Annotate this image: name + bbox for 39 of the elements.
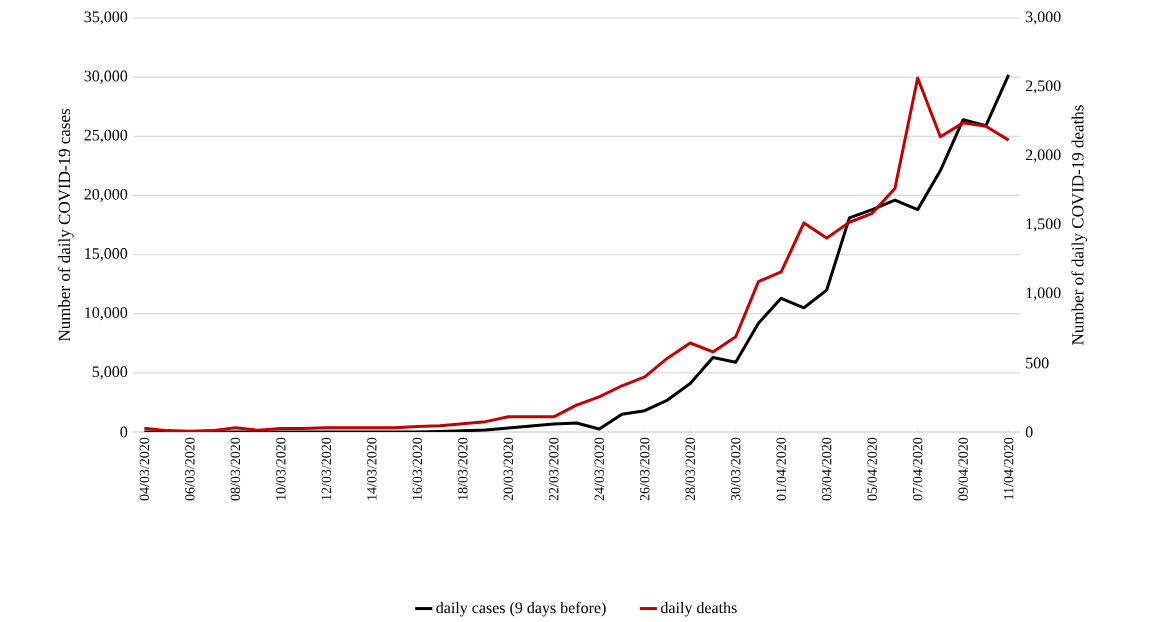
x-tick-label: 08/03/2020 [230,437,241,501]
x-tick-label: 07/04/2020 [912,437,923,501]
x-tick-label: 18/03/2020 [458,437,468,500]
x-tick-label: 30/03/2020 [730,437,741,501]
x-tick-label: 26/03/2020 [640,437,650,501]
y2-tick-label: 2,500 [1025,80,1061,94]
y2-tick-label: 1,500 [1026,218,1061,232]
x-tick-label: 01/04/2020 [776,437,786,501]
y2-axis-title: Number of daily COVID-19 deaths [1071,105,1088,345]
x-tick-label: 09/04/2020 [958,437,968,501]
y2-tick-label: 1,000 [1026,287,1061,301]
x-tick-label: 24/03/2020 [594,437,604,501]
y2-tick-label: 500 [1026,357,1049,369]
x-tick-label: 20/03/2020 [503,437,513,501]
x-tick-label: 14/03/2020 [367,437,377,500]
y-axis-title: Number of daily COVID-19 cases [57,109,74,342]
legend-label: daily deaths [661,601,737,617]
y-tick-label: 25,000 [84,129,128,143]
y-tick-label: 5,000 [92,366,128,380]
legend-label: daily cases (9 days before) [436,601,606,617]
y-tick-label: 20,000 [84,188,128,202]
y-tick-label: 0 [120,426,128,438]
x-tick-label: 11/04/2020 [1003,437,1014,500]
y-tick-label: 10,000 [85,307,128,321]
x-tick-label: 16/03/2020 [412,437,423,500]
y2-tick-label: 2,000 [1025,149,1061,163]
y-tick-label: 15,000 [85,248,128,262]
y2-tick-label: 0 [1025,426,1033,438]
y2-tick-label: 3,000 [1025,11,1061,25]
x-tick-label: 05/04/2020 [867,437,877,501]
x-tick-label: 04/03/2020 [139,437,150,501]
x-tick-label: 06/03/2020 [185,437,195,501]
x-tick-label: 03/04/2020 [821,437,832,501]
x-tick-label: 10/03/2020 [276,437,286,500]
x-tick-label: 12/03/2020 [321,437,332,500]
y-tick-label: 35,000 [84,11,128,25]
x-tick-label: 28/03/2020 [685,437,695,501]
x-tick-label: 22/03/2020 [549,437,559,501]
y-tick-label: 30,000 [84,70,128,84]
